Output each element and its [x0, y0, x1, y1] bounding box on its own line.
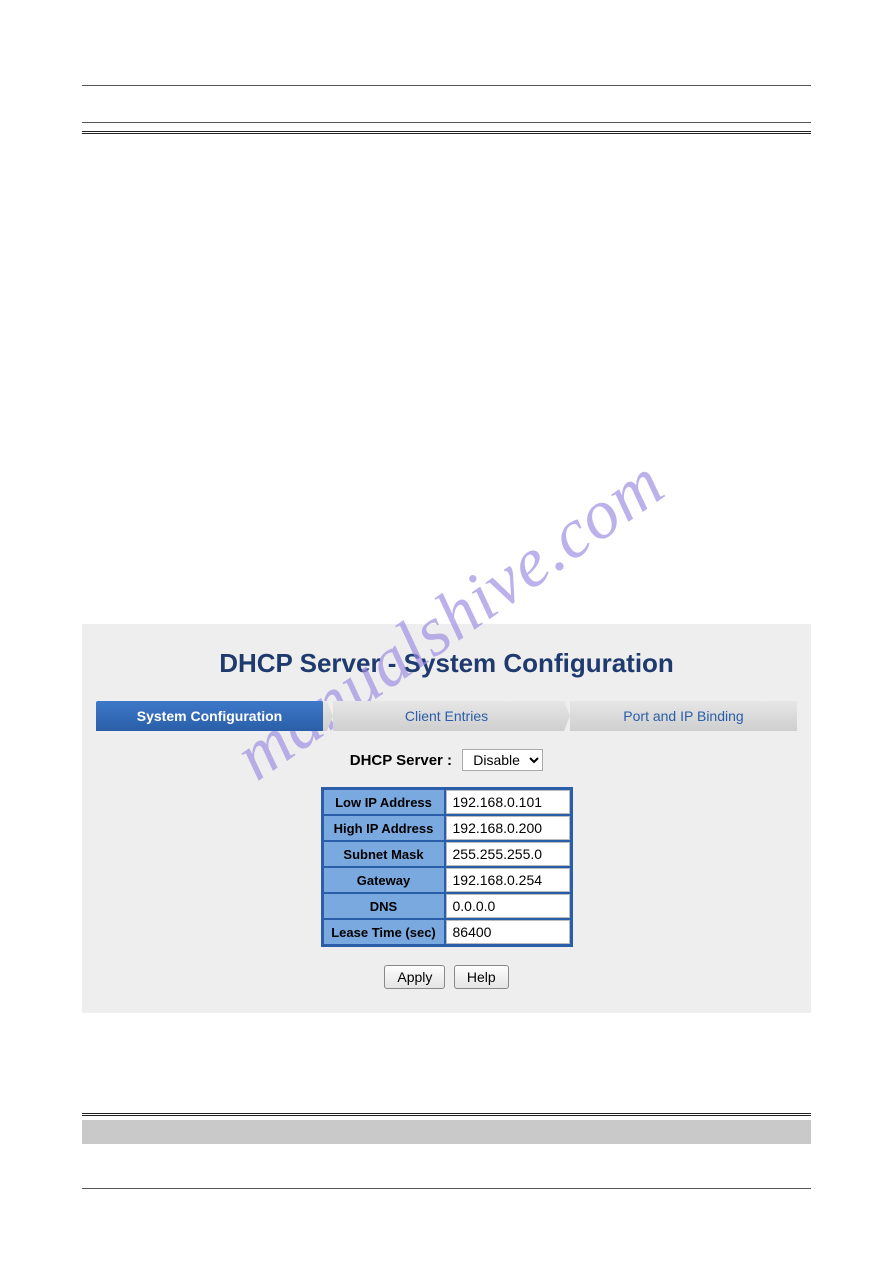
input-gateway[interactable] [446, 868, 570, 892]
config-panel: DHCP Server - System Configuration Syste… [82, 624, 811, 1013]
tab-label: System Configuration [137, 708, 282, 724]
config-panel-container: DHCP Server - System Configuration Syste… [82, 624, 811, 1013]
table-row: Gateway [323, 867, 571, 893]
label-subnet-mask: Subnet Mask [323, 841, 445, 867]
top-thin-rule-1 [82, 85, 811, 86]
bottom-double-rule [82, 1113, 811, 1116]
tab-bar: System Configuration Client Entries Port… [96, 701, 797, 731]
label-high-ip: High IP Address [323, 815, 445, 841]
tab-separator [323, 701, 333, 731]
input-high-ip[interactable] [446, 816, 570, 840]
top-thin-rule-2 [82, 122, 811, 123]
table-row: DNS [323, 893, 571, 919]
tab-system-configuration[interactable]: System Configuration [96, 701, 323, 731]
tab-label: Port and IP Binding [623, 708, 743, 724]
input-subnet-mask[interactable] [446, 842, 570, 866]
bottom-rule-block [82, 1113, 811, 1189]
apply-button[interactable]: Apply [384, 965, 445, 989]
button-row: Apply Help [96, 965, 797, 989]
top-rule-block [0, 0, 893, 134]
table-row: Low IP Address [323, 789, 571, 815]
dhcp-server-select[interactable]: Disable Enable [462, 749, 543, 771]
panel-title: DHCP Server - System Configuration [96, 648, 797, 679]
label-lease-time: Lease Time (sec) [323, 919, 445, 945]
dhcp-server-toggle-row: DHCP Server : Disable Enable [96, 749, 797, 771]
table-row: Subnet Mask [323, 841, 571, 867]
label-gateway: Gateway [323, 867, 445, 893]
grey-bar [82, 1120, 811, 1144]
bottom-thin-rule [82, 1188, 811, 1189]
help-button[interactable]: Help [454, 965, 509, 989]
tab-port-ip-binding[interactable]: Port and IP Binding [570, 701, 797, 731]
label-dns: DNS [323, 893, 445, 919]
input-dns[interactable] [446, 894, 570, 918]
tab-separator [560, 701, 570, 731]
label-low-ip: Low IP Address [323, 789, 445, 815]
dhcp-server-label: DHCP Server : [350, 752, 452, 769]
table-row: Lease Time (sec) [323, 919, 571, 945]
top-double-rule [82, 131, 811, 134]
tab-client-entries[interactable]: Client Entries [333, 701, 560, 731]
input-lease-time[interactable] [446, 920, 570, 944]
tab-label: Client Entries [405, 708, 488, 724]
config-table: Low IP Address High IP Address Subnet Ma… [321, 787, 573, 947]
input-low-ip[interactable] [446, 790, 570, 814]
table-row: High IP Address [323, 815, 571, 841]
